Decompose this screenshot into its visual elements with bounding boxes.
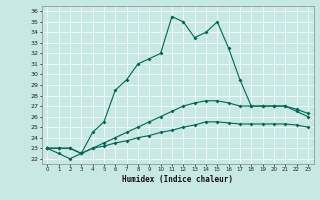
X-axis label: Humidex (Indice chaleur): Humidex (Indice chaleur) <box>122 175 233 184</box>
